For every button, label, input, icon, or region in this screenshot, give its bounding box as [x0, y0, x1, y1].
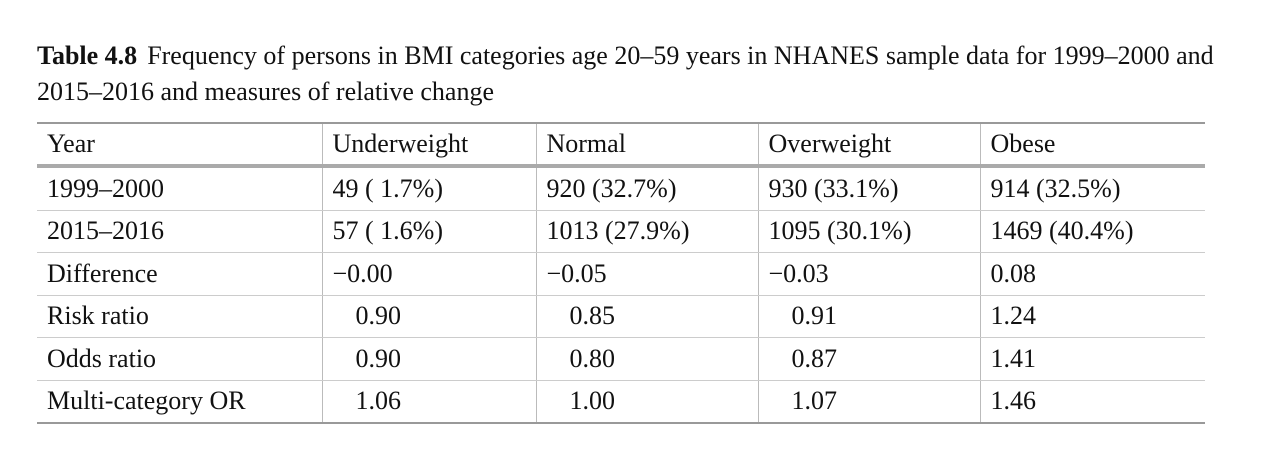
table-cell: 930 (33.1%) — [757, 166, 980, 211]
row-label: Difference — [37, 252, 322, 296]
table-cell: 49 ( 1.7%) — [321, 166, 536, 211]
table-cell: 1.06 — [321, 380, 536, 424]
header-cell: Overweight — [757, 123, 980, 168]
data-table: Year Underweight Normal Overweight Obese 199… — [37, 122, 1205, 424]
table-row: Risk ratio 0.90 0.85 0.91 1.24 — [37, 295, 1205, 338]
header-cell: Normal — [535, 123, 758, 168]
table-cell: 57 ( 1.6%) — [321, 210, 536, 253]
header-cell: Obese — [979, 123, 1205, 168]
row-label: 1999–2000 — [37, 166, 322, 211]
table-cell: 0.08 — [979, 252, 1205, 296]
table-row: Difference −0.00 −0.05 −0.03 0.08 — [37, 252, 1205, 296]
table-cell: −0.00 — [321, 252, 536, 296]
row-label: Risk ratio — [37, 295, 322, 338]
row-label: Odds ratio — [37, 337, 322, 381]
table-cell: −0.05 — [535, 252, 758, 296]
table-cell: 1.07 — [757, 380, 980, 424]
table-cell: 1095 (30.1%) — [757, 210, 980, 253]
table-cell: 0.87 — [757, 337, 980, 381]
table-cell: 1.41 — [979, 337, 1205, 381]
table-cell: 1.46 — [979, 380, 1205, 424]
table-cell: 914 (32.5%) — [979, 166, 1205, 211]
caption-text: Frequency of persons in BMI categories a… — [37, 41, 1214, 106]
table-row: 1999–2000 49 ( 1.7%) 920 (32.7%) 930 (33.1%… — [37, 166, 1205, 211]
table-row: Odds ratio 0.90 0.80 0.87 1.41 — [37, 337, 1205, 381]
header-cell: Underweight — [321, 123, 536, 168]
table-cell: 1.24 — [979, 295, 1205, 338]
header-row: Year Underweight Normal Overweight Obese — [37, 123, 1205, 168]
table-cell: 0.91 — [757, 295, 980, 338]
table-cell: 1.00 — [535, 380, 758, 424]
table-row: 2015–2016 57 ( 1.6%) 1013 (27.9%) 1095 (30.… — [37, 210, 1205, 253]
table-cell: 0.90 — [321, 295, 536, 338]
header-cell: Year — [37, 123, 322, 168]
table-caption: Table 4.8 Frequency of persons in BMI cat… — [37, 38, 1217, 110]
table-cell: 0.90 — [321, 337, 536, 381]
table-cell: 920 (32.7%) — [535, 166, 758, 211]
row-label: Multi-category OR — [37, 380, 322, 424]
row-label: 2015–2016 — [37, 210, 322, 253]
table-cell: −0.03 — [757, 252, 980, 296]
table-cell: 1469 (40.4%) — [979, 210, 1205, 253]
table-row: Multi-category OR 1.06 1.00 1.07 1.46 — [37, 380, 1205, 424]
table-cell: 1013 (27.9%) — [535, 210, 758, 253]
table-cell: 0.80 — [535, 337, 758, 381]
caption-label: Table 4.8 — [37, 41, 138, 70]
table-cell: 0.85 — [535, 295, 758, 338]
